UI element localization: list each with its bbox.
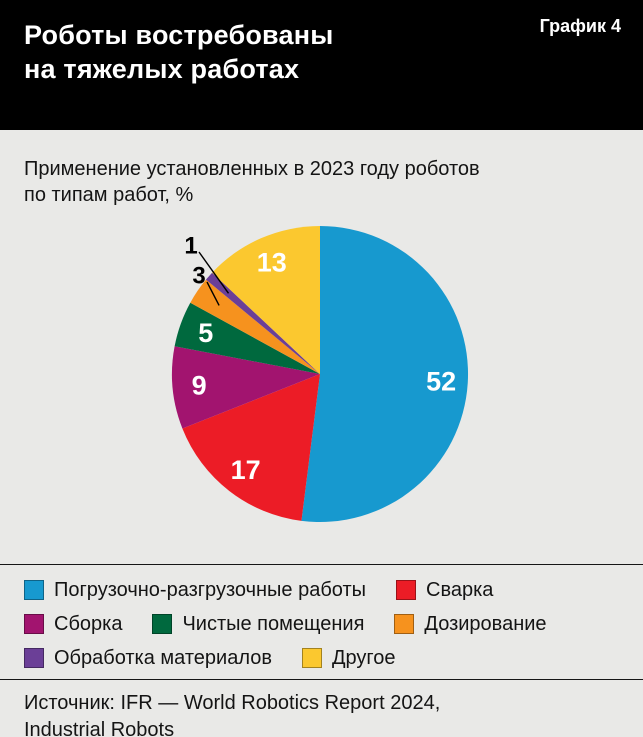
leader-line: [198, 251, 230, 294]
chart-subtitle-line-2: по типам работ, %: [24, 184, 194, 206]
legend-label: Погрузочно-разгрузочные работы: [54, 579, 367, 601]
legend-item: Сборка: [24, 611, 122, 637]
pie-value-label: 13: [257, 248, 287, 278]
legend-row: Обработка материалов Другое: [24, 645, 619, 671]
legend-swatch: [301, 648, 322, 668]
legend-label: Обработка материалов: [54, 647, 272, 669]
legend-row: Погрузочно-разгрузочные работы Сварка: [24, 577, 619, 603]
pie-value-label: 17: [231, 455, 261, 485]
legend-item: Другое: [301, 645, 396, 671]
legend-swatch: [396, 580, 417, 600]
legend-item: Сварка: [396, 577, 493, 603]
legend-item: Погрузочно-разгрузочные работы: [24, 577, 366, 603]
source-line-1: Источник: IFR — World Robotics Report 20…: [24, 692, 441, 714]
page-title-line-2: на тяжелых работах: [24, 54, 300, 84]
leader-line: [206, 281, 220, 306]
legend-label: Сборка: [54, 613, 123, 635]
chart-subtitle: Применение установленных в 2023 году роб…: [0, 130, 643, 208]
legend-item: Дозирование: [394, 611, 547, 637]
legend-swatch: [394, 614, 415, 634]
source-line-2: Industrial Robots: [24, 719, 175, 737]
pie-slice-3: [171, 346, 320, 429]
pie-slice-4: [174, 302, 320, 374]
source-note: Источник: IFR — World Robotics Report 20…: [0, 679, 643, 737]
legend-label: Дозирование: [424, 613, 547, 635]
pie-value-label: 5: [198, 318, 213, 348]
pie-slice-5: [190, 279, 320, 374]
legend: Погрузочно-разгрузочные работы Сварка Сбор…: [0, 564, 643, 679]
pie-slice-2: [182, 374, 320, 521]
pie-chart: 52 17 9 5 13 3 1: [171, 226, 469, 522]
legend-swatch: [152, 614, 173, 634]
legend-row: Сборка Чистые помещения Дозирование: [24, 611, 619, 637]
legend-swatch: [24, 614, 44, 634]
legend-label: Сварка: [426, 579, 494, 601]
pie-value-label: 52: [426, 367, 456, 397]
legend-swatch: [24, 648, 44, 668]
legend-swatch: [24, 580, 44, 600]
legend-label: Другое: [331, 647, 396, 669]
chart-header: Роботы востребованы на тяжелых работах Г…: [0, 0, 643, 130]
legend-item: Чистые помещения: [152, 611, 364, 637]
pie-value-label: 3: [192, 263, 205, 290]
pie-slice-1: [301, 226, 469, 522]
pie-value-label: 1: [184, 233, 197, 260]
pie-chart-area: 52 17 9 5 13 3 1: [0, 212, 643, 524]
pie-value-label: 9: [192, 370, 207, 400]
chart-number-label: График 4: [539, 16, 621, 36]
legend-label: Чистые помещения: [182, 613, 365, 635]
chart-subtitle-line-1: Применение установленных в 2023 году роб…: [24, 158, 480, 180]
pie-slice-7: [212, 226, 320, 374]
page-title-line-1: Роботы востребованы: [24, 20, 334, 50]
legend-item: Обработка материалов: [24, 645, 272, 671]
pie-slice-6: [205, 272, 320, 374]
